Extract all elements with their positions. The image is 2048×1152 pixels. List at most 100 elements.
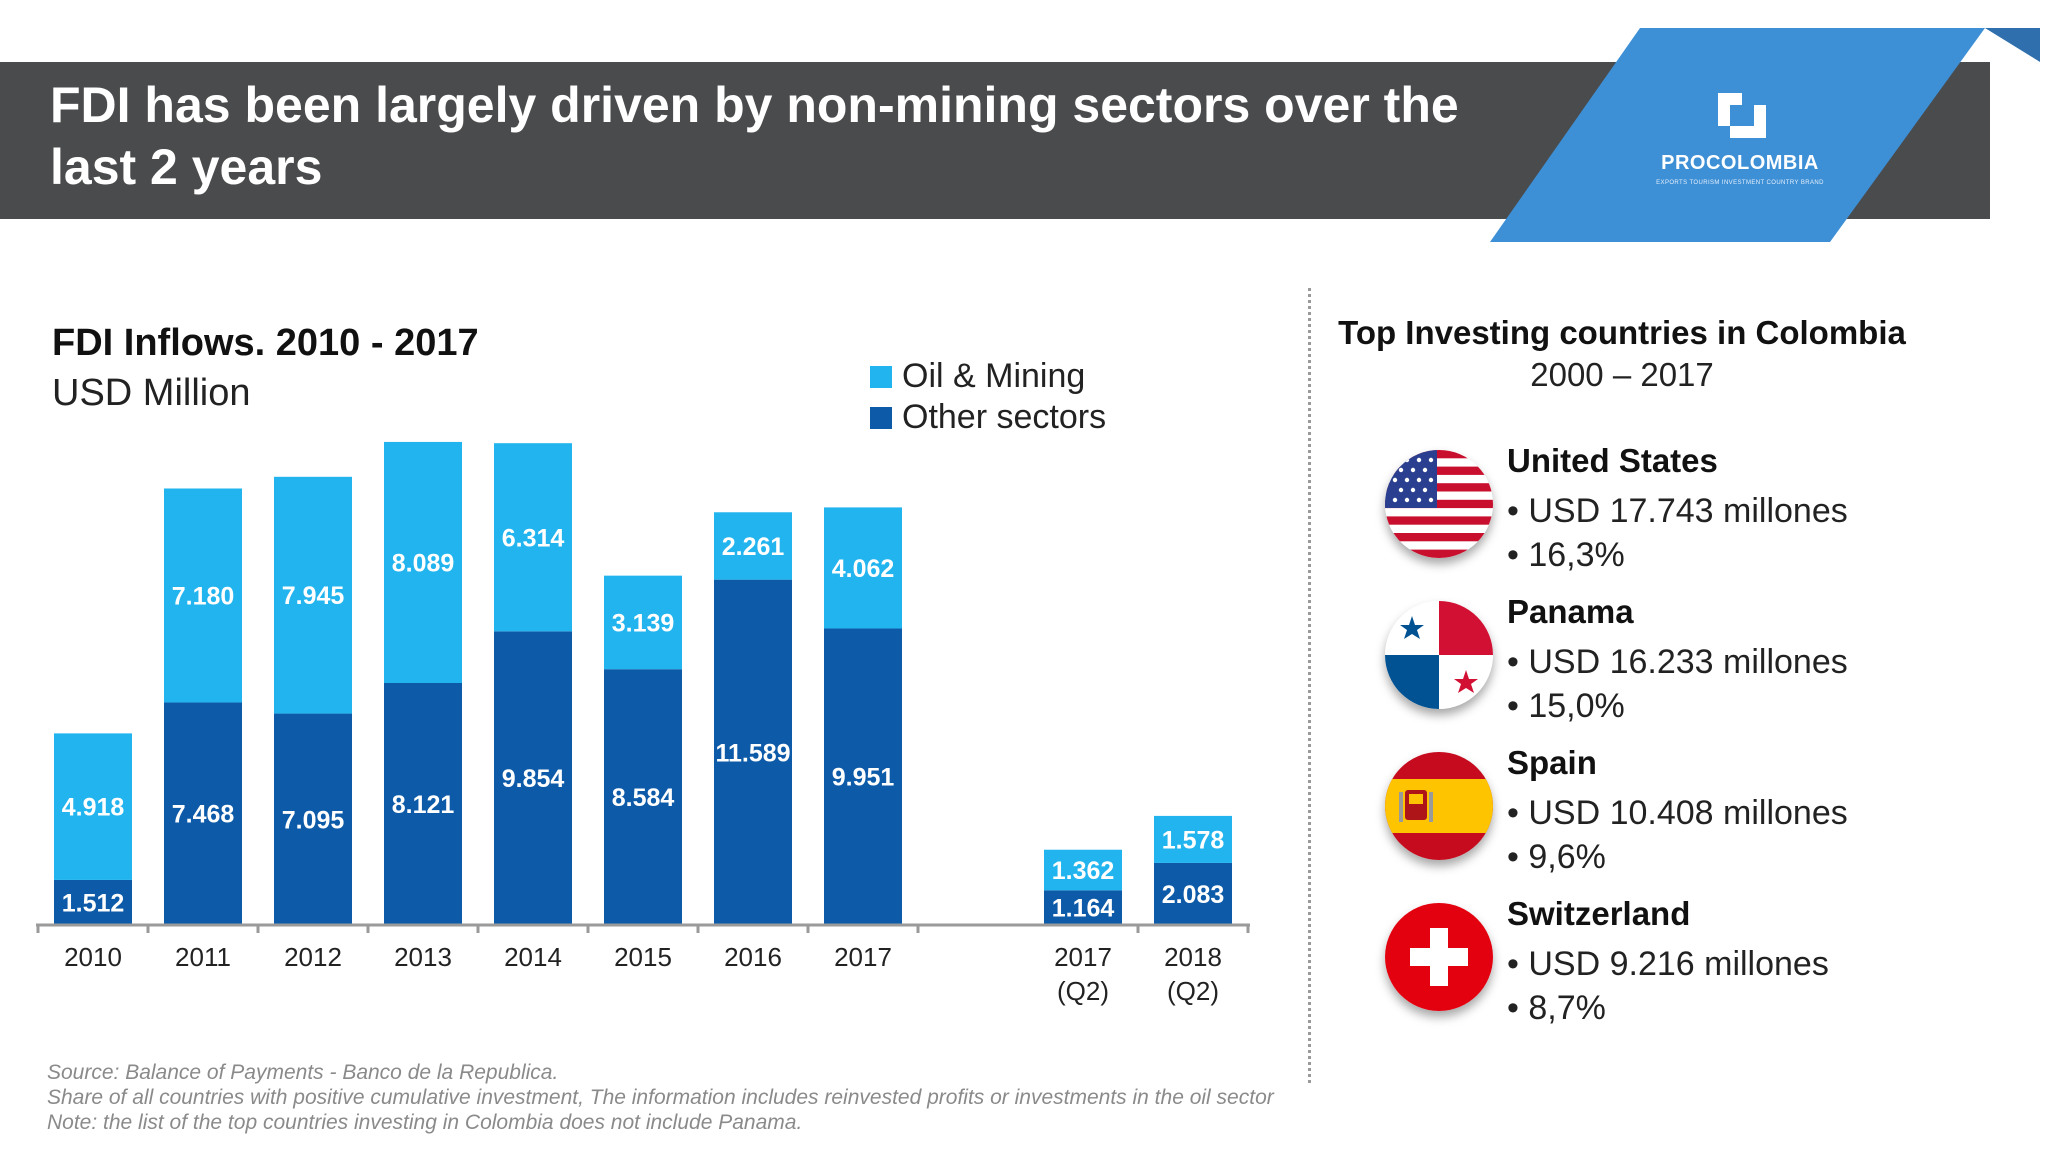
bar-other-sectors: [604, 669, 682, 925]
data-label-other-sectors: 1.164: [1052, 895, 1115, 923]
data-label-other-sectors: 7.095: [282, 806, 345, 834]
x-tick-label: (Q2): [1057, 976, 1109, 1006]
x-tick-label: 2010: [64, 942, 122, 972]
data-label-oil-mining: 4.918: [62, 794, 125, 822]
data-label-other-sectors: 1.512: [62, 889, 125, 917]
procolombia-logo-icon: [1718, 93, 1766, 138]
data-label-other-sectors: 2.083: [1162, 881, 1225, 909]
fdi-bar-chart: 1.512 4.918 2010 7.468 7.180 2011 7.095 7.945 20…: [36, 441, 1250, 1006]
country-item-united-states: United States • USD 17.743 millones • 16…: [1385, 442, 1985, 592]
data-label-oil-mining: 7.180: [172, 582, 235, 610]
us-flag-icon: [1385, 450, 1493, 558]
data-label-other-sectors: 8.121: [392, 791, 455, 819]
country-amount-text: USD 16.233 millones: [1528, 643, 1848, 681]
bar-oil-mining: [1154, 815, 1232, 863]
panel-divider: [1308, 288, 1311, 1083]
country-share: • 15,0%: [1507, 687, 1625, 725]
country-name: Spain: [1507, 744, 1597, 781]
legend-label-other-sectors: Other sectors: [902, 398, 1107, 436]
x-tick-label: 2013: [394, 942, 452, 972]
data-label-other-sectors: 9.854: [502, 765, 565, 793]
country-share: • 8,7%: [1507, 989, 1606, 1027]
data-label-other-sectors: 9.951: [832, 764, 895, 792]
panama-flag-icon: [1385, 601, 1493, 709]
data-label-oil-mining: 4.062: [832, 555, 895, 583]
x-tick-label: (Q2): [1167, 976, 1219, 1006]
country-amount-text: USD 17.743 millones: [1528, 492, 1848, 530]
bar-other-sectors: [1154, 862, 1232, 925]
country-amount: • USD 16.233 millones: [1507, 643, 1848, 681]
data-label-other-sectors: 11.589: [715, 739, 790, 767]
bar-oil-mining: [274, 476, 352, 714]
right-panel-title: Top Investing countries in Colombia: [1338, 314, 1906, 351]
footer-note: Note: the list of the top countries inve…: [47, 1111, 803, 1134]
logo-name: PROCOLOMBIA: [1661, 152, 1819, 174]
bar-oil-mining: [384, 441, 462, 683]
country-name: Panama: [1507, 593, 1634, 630]
bar-other-sectors: [494, 631, 572, 925]
x-tick-label: 2017: [1054, 942, 1112, 972]
data-label-oil-mining: 1.578: [1162, 826, 1225, 854]
data-label-oil-mining: 7.945: [282, 582, 345, 610]
page-title: FDI has been largely driven by non-minin…: [50, 77, 1459, 195]
bar-oil-mining: [714, 512, 792, 580]
country-amount: • USD 9.216 millones: [1507, 945, 1829, 983]
country-share-text: 16,3%: [1528, 536, 1625, 574]
bar-oil-mining: [824, 507, 902, 629]
chart-title: FDI Inflows. 2010 - 2017: [52, 322, 479, 364]
x-tick-label: 2011: [175, 942, 231, 972]
switzerland-flag-icon: [1385, 903, 1493, 1011]
country-share: • 16,3%: [1507, 536, 1625, 574]
country-name: Switzerland: [1507, 895, 1691, 932]
right-panel-subtitle: 2000 – 2017: [1530, 356, 1714, 393]
country-item-switzerland: Switzerland • USD 9.216 millones • 8,7%: [1385, 895, 1985, 1045]
legend-swatch-other-sectors: [870, 406, 892, 429]
country-amount: • USD 10.408 millones: [1507, 794, 1848, 832]
footer-share-note: Share of all countries with positive cum…: [47, 1086, 1274, 1109]
bar-oil-mining: [164, 488, 242, 703]
bar-other-sectors: [164, 702, 242, 925]
data-label-oil-mining: 1.362: [1052, 857, 1115, 885]
bar-other-sectors: [1044, 890, 1122, 925]
country-item-spain: Spain • USD 10.408 millones • 9,6%: [1385, 744, 1985, 894]
data-label-oil-mining: 8.089: [392, 549, 455, 577]
chart-legend: Oil & Mining Other sectors: [870, 356, 1106, 438]
legend-item-other-sectors: Other sectors: [870, 397, 1106, 438]
x-tick-label: 2015: [614, 942, 672, 972]
x-tick-label: 2017: [834, 942, 892, 972]
bar-other-sectors: [54, 879, 132, 925]
x-tick-label: 2012: [284, 942, 342, 972]
country-share-text: 9,6%: [1528, 838, 1606, 876]
country-name: United States: [1507, 442, 1718, 479]
data-label-oil-mining: 3.139: [612, 609, 675, 637]
country-share: • 9,6%: [1507, 838, 1606, 876]
footer-notes: Source: Balance of Payments - Banco de l…: [47, 1060, 1647, 1135]
data-label-oil-mining: 6.314: [502, 524, 565, 552]
bar-other-sectors: [274, 713, 352, 925]
x-tick-label: 2018: [1164, 942, 1222, 972]
logo-banner-fold: [1640, 28, 2040, 62]
x-tick-label: 2016: [724, 942, 782, 972]
country-item-panama: Panama • USD 16.233 millones • 15,0%: [1385, 593, 1985, 743]
legend-swatch-oil-mining: [870, 365, 892, 388]
data-label-oil-mining: 2.261: [722, 533, 785, 561]
spain-flag-icon: [1385, 752, 1493, 860]
bar-oil-mining: [54, 733, 132, 880]
bar-other-sectors: [714, 579, 792, 925]
country-amount-text: USD 9.216 millones: [1528, 945, 1829, 983]
country-share-text: 8,7%: [1528, 989, 1606, 1027]
data-label-other-sectors: 7.468: [172, 801, 235, 829]
logo-tagline: EXPORTS TOURISM INVESTMENT COUNTRY BRAND: [1656, 180, 1824, 186]
footer-source: Source: Balance of Payments - Banco de l…: [47, 1061, 559, 1084]
bar-oil-mining: [604, 575, 682, 670]
legend-label-oil-mining: Oil & Mining: [902, 357, 1086, 395]
bar-oil-mining: [494, 443, 572, 632]
bar-oil-mining: [1044, 849, 1122, 891]
bar-other-sectors: [384, 682, 462, 925]
country-amount: • USD 17.743 millones: [1507, 492, 1848, 530]
legend-item-oil-mining: Oil & Mining: [870, 356, 1106, 397]
logo-banner: [1490, 28, 2040, 242]
chart-subtitle: USD Million: [52, 372, 251, 414]
x-tick-label: 2014: [504, 942, 562, 972]
data-label-other-sectors: 8.584: [612, 784, 675, 812]
